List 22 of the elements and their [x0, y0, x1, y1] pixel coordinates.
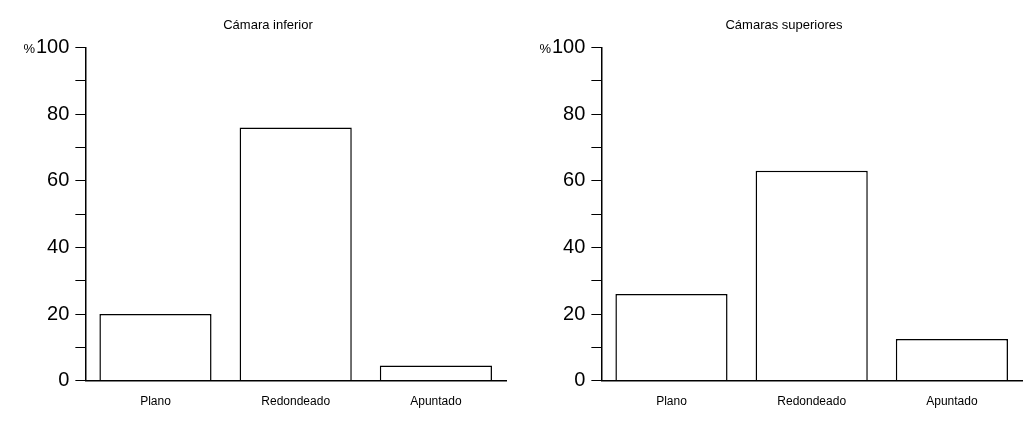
- x-tick-label: Apuntado: [926, 394, 978, 409]
- y-tick-label: 40: [563, 234, 586, 257]
- x-tick-label: Redondeado: [261, 394, 331, 409]
- y-axis-title: %: [539, 41, 552, 57]
- y-tick-label: 20: [47, 301, 70, 324]
- y-tick-label: 20: [563, 301, 586, 324]
- x-tick-label: Plano: [140, 394, 172, 409]
- x-tick-label: Plano: [656, 394, 688, 409]
- y-tick-label: 60: [47, 168, 70, 191]
- x-tick-label: Apuntado: [410, 394, 462, 409]
- chart-title: Cámara inferior: [223, 17, 314, 33]
- y-tick-label: 100: [551, 35, 586, 58]
- y-tick-label: 100: [35, 35, 70, 58]
- y-tick-label: 0: [574, 368, 586, 391]
- y-tick-label: 0: [58, 368, 70, 391]
- y-tick-label: 80: [563, 101, 586, 124]
- y-tick-label: 60: [563, 168, 586, 191]
- chart-title: Cámaras superiores: [725, 17, 844, 33]
- x-tick-label: Redondeado: [777, 394, 847, 409]
- y-tick-label: 80: [47, 101, 70, 124]
- y-tick-label: 40: [47, 234, 70, 257]
- y-axis-title: %: [23, 41, 36, 57]
